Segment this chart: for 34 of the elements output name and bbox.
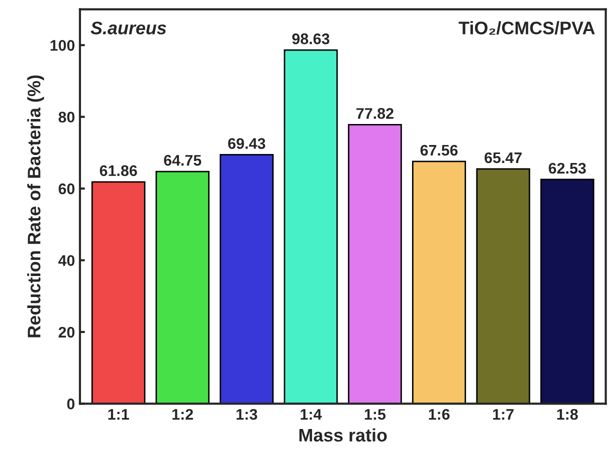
y-tick-label: 60: [58, 183, 74, 194]
data-label: 69.43: [228, 138, 266, 149]
x-tick-label: 1:2: [172, 408, 193, 420]
data-label: 64.75: [164, 154, 202, 166]
data-label: 62.53: [548, 162, 586, 174]
data-label: 77.82: [356, 108, 394, 119]
x-tick-label: 1:4: [300, 409, 322, 420]
bar: [476, 168, 530, 404]
data-label: 65.47: [484, 152, 522, 164]
bar: [220, 154, 274, 404]
bar: [91, 181, 146, 404]
bar: [156, 170, 210, 404]
data-label: 98.63: [292, 33, 330, 44]
y-tick-label: 100: [50, 40, 74, 51]
bar: [348, 124, 402, 404]
x-axis-title: Mass ratio: [299, 428, 387, 442]
x-tick-label: 1:5: [364, 409, 386, 420]
x-tick-label: 1:7: [493, 409, 514, 420]
y-axis-title: Reduction Rate of Bacteria (%): [27, 75, 44, 338]
y-tick-label: 80: [58, 112, 74, 123]
y-tick-label: 0: [67, 398, 74, 410]
annotation: S.aureus: [90, 22, 166, 34]
x-tick-label: 1:3: [236, 408, 258, 420]
y-tick-label: 40: [58, 255, 74, 266]
bar: [284, 49, 338, 404]
data-label: 61.86: [100, 165, 137, 176]
x-tick-label: 1:8: [557, 408, 578, 420]
y-tick-label: 20: [58, 326, 74, 338]
bar: [540, 178, 594, 404]
x-tick-label: 1:6: [428, 408, 450, 420]
x-tick-label: 1:1: [108, 409, 130, 420]
annotation: TiO₂/CMCS/PVA: [458, 21, 595, 35]
bar: [412, 160, 466, 404]
data-label: 67.56: [420, 144, 458, 156]
